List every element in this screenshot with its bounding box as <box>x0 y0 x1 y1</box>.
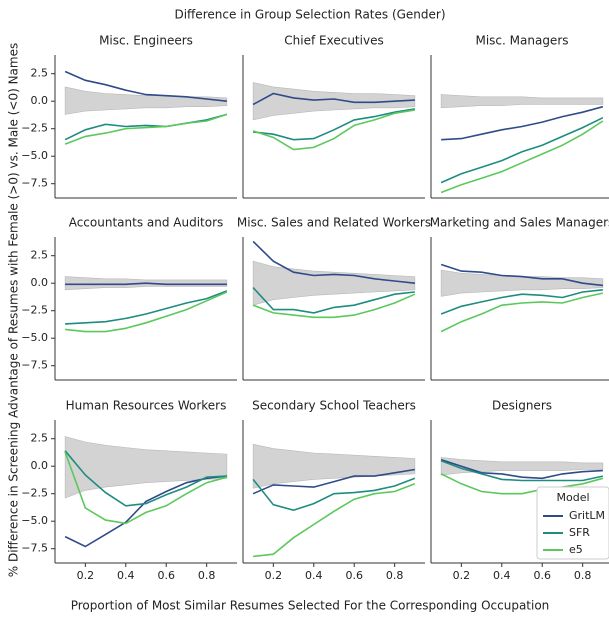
line-series <box>440 120 604 194</box>
x-tick-label: 0.2 <box>265 569 283 582</box>
x-tick-label: 0.4 <box>493 569 511 582</box>
line-series <box>440 292 604 333</box>
legend-label: e5 <box>569 543 583 556</box>
x-tick-label: 0.4 <box>117 569 135 582</box>
line-series <box>252 240 415 284</box>
panel-title: Secondary School Teachers <box>252 399 416 413</box>
confidence-band <box>440 94 604 109</box>
line-series <box>440 473 604 495</box>
legend-box <box>536 486 609 560</box>
line-series <box>64 450 227 507</box>
y-tick-label: 0.0 <box>31 276 49 289</box>
figure-title: Difference in Group Selection Rates (Gen… <box>174 8 445 22</box>
confidence-band <box>64 436 228 499</box>
panel-title: Misc. Managers <box>475 34 568 48</box>
confidence-band <box>440 457 604 476</box>
x-tick-label: 0.2 <box>77 569 95 582</box>
x-tick-label: 0.6 <box>533 569 551 582</box>
x-tick-label: 0.2 <box>453 569 471 582</box>
y-tick-label: −7.5 <box>21 359 48 372</box>
line-series <box>253 483 416 558</box>
y-tick-label: −2.5 <box>21 487 48 500</box>
line-series <box>440 458 603 480</box>
x-tick-label: 0.8 <box>574 569 592 582</box>
line-series <box>64 113 228 145</box>
line-series <box>252 468 416 495</box>
panel-title: Marketing and Sales Managers <box>430 216 609 230</box>
confidence-band <box>64 86 228 115</box>
line-series <box>252 293 416 319</box>
panel-title: Misc. Engineers <box>99 34 193 48</box>
line-series <box>65 282 227 286</box>
y-tick-label: −2.5 <box>21 304 48 317</box>
legend-label: SFR <box>569 526 590 539</box>
line-series <box>253 108 416 141</box>
y-tick-label: −7.5 <box>21 177 48 190</box>
y-tick-label: 0.0 <box>31 94 49 107</box>
y-axis-label: % Difference in Screening Advantage of R… <box>7 43 21 577</box>
y-tick-label: −5.0 <box>21 149 48 162</box>
line-series <box>440 289 603 315</box>
legend-title: Model <box>556 491 589 504</box>
x-tick-label: 0.4 <box>305 569 323 582</box>
panel-title: Misc. Sales and Related Workers <box>237 216 431 230</box>
line-series <box>65 291 228 333</box>
y-tick-label: 0.0 <box>31 459 49 472</box>
line-series <box>440 459 604 482</box>
line-series <box>64 451 228 525</box>
line-series <box>440 116 604 184</box>
y-tick-label: −5.0 <box>21 331 48 344</box>
y-tick-label: 2.5 <box>31 432 49 445</box>
line-series <box>65 290 228 325</box>
line-series <box>64 70 227 102</box>
x-tick-label: 0.6 <box>157 569 175 582</box>
line-series <box>252 477 416 512</box>
confidence-band <box>252 82 416 121</box>
y-tick-label: −2.5 <box>21 122 48 135</box>
panel-title: Accountants and Auditors <box>69 216 224 230</box>
x-tick-label: 0.8 <box>198 569 216 582</box>
line-series <box>440 263 603 287</box>
confidence-band <box>252 443 416 489</box>
y-tick-label: 2.5 <box>31 67 49 80</box>
line-series <box>252 287 415 314</box>
y-tick-label: −7.5 <box>21 542 48 555</box>
confidence-band <box>252 260 416 306</box>
line-series <box>252 92 415 106</box>
x-tick-label: 0.6 <box>345 569 363 582</box>
y-tick-label: −5.0 <box>21 514 48 527</box>
panel-title: Designers <box>492 399 552 413</box>
line-series <box>252 109 416 151</box>
legend-label: GritLM <box>569 509 605 522</box>
line-series <box>441 105 604 141</box>
x-axis-label: Proportion of Most Similar Resumes Selec… <box>71 599 550 613</box>
panel-title: Human Resources Workers <box>66 399 227 413</box>
y-tick-label: 2.5 <box>31 249 49 262</box>
x-tick-label: 0.8 <box>386 569 404 582</box>
panel-title: Chief Executives <box>284 34 383 48</box>
